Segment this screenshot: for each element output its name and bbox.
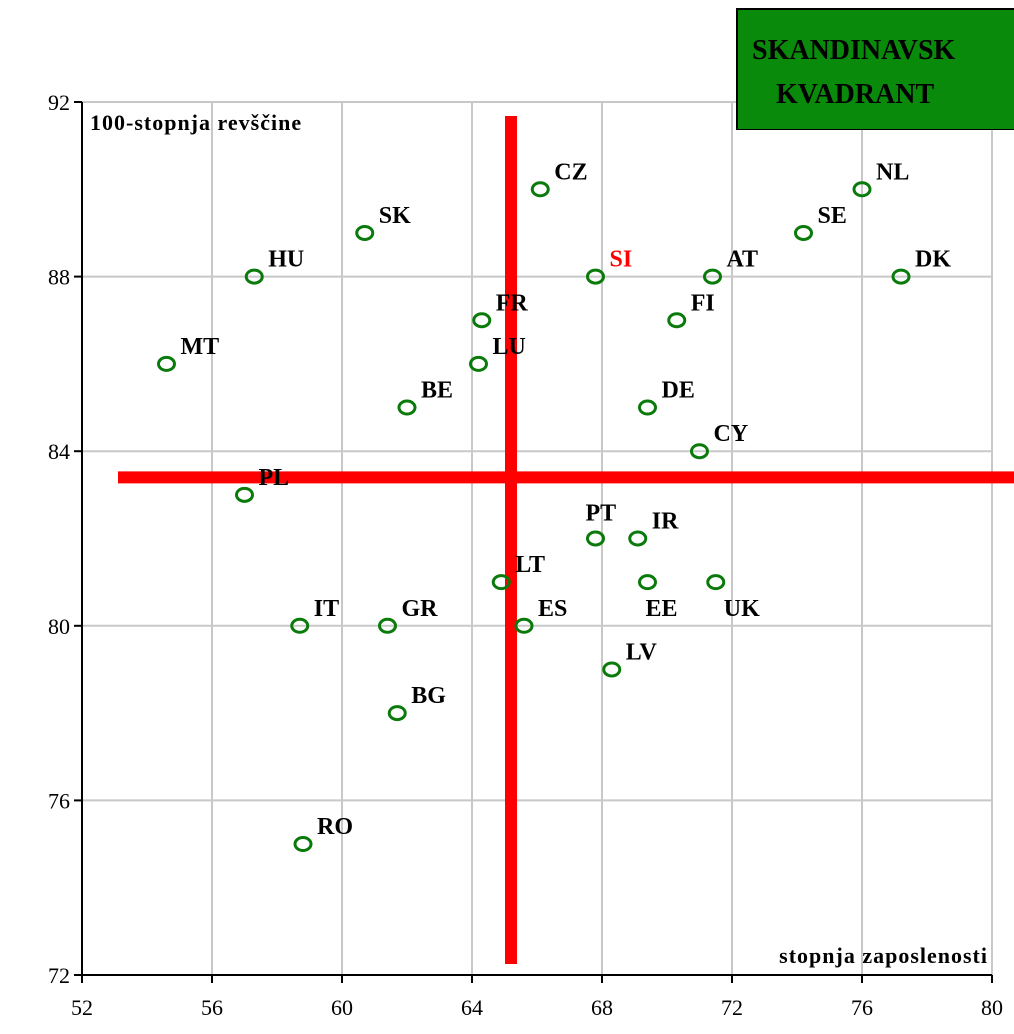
point-it bbox=[290, 617, 310, 634]
y-axis-title: 100-stopnja revščine bbox=[90, 110, 302, 135]
point-uk bbox=[706, 574, 726, 591]
point-lv bbox=[602, 661, 622, 678]
point-pl bbox=[235, 486, 254, 503]
x-tick-label: 80 bbox=[981, 995, 1003, 1020]
point-pt bbox=[586, 530, 605, 547]
point-cz bbox=[530, 181, 550, 198]
x-axis-title: stopnja zaposlenosti bbox=[779, 943, 988, 968]
x-tick-label: 60 bbox=[331, 995, 353, 1020]
point-lt bbox=[491, 574, 511, 591]
label-pt: PT bbox=[586, 501, 617, 527]
label-uk: UK bbox=[724, 596, 760, 622]
y-tick-label: 72 bbox=[48, 963, 70, 988]
label-es: ES bbox=[538, 596, 567, 622]
point-gr bbox=[378, 617, 397, 634]
label-ir: IR bbox=[652, 509, 679, 535]
label-lu: LU bbox=[493, 334, 526, 360]
label-sk: SK bbox=[379, 203, 411, 229]
crosshair-vertical bbox=[505, 116, 517, 964]
crosshair bbox=[118, 116, 1014, 964]
label-nl: NL bbox=[876, 159, 909, 185]
quadrant-label-box: SKANDINAVSK KVADRANT bbox=[736, 8, 1014, 130]
label-ee: EE bbox=[646, 596, 678, 622]
y-tick-label: 76 bbox=[48, 788, 70, 813]
label-be: BE bbox=[421, 378, 453, 404]
label-de: DE bbox=[662, 378, 695, 404]
label-mt: MT bbox=[181, 334, 220, 360]
point-lu bbox=[469, 355, 488, 372]
label-fr: FR bbox=[496, 290, 529, 316]
y-tick-label: 84 bbox=[48, 439, 70, 464]
point-si bbox=[586, 268, 605, 285]
point-dk bbox=[891, 268, 911, 285]
point-at bbox=[703, 268, 722, 285]
x-tick-label: 72 bbox=[721, 995, 743, 1020]
label-se: SE bbox=[818, 203, 847, 229]
data-points bbox=[157, 181, 911, 853]
point-sk bbox=[355, 224, 375, 241]
point-ir bbox=[628, 530, 648, 547]
point-fi bbox=[667, 312, 687, 329]
quadrant-label-line-2: KVADRANT bbox=[776, 79, 934, 110]
crosshair-horizontal bbox=[118, 471, 1014, 484]
x-tick-label: 56 bbox=[201, 995, 223, 1020]
point-be bbox=[397, 399, 417, 416]
label-dk: DK bbox=[915, 247, 951, 273]
label-hu: HU bbox=[268, 247, 304, 273]
label-cy: CY bbox=[714, 421, 749, 447]
axes: 52 56 60 64 68 72 76 80 72 76 80 84 88 92 bbox=[48, 90, 1003, 1020]
x-tick-label: 64 bbox=[461, 995, 483, 1020]
quadrant-label-line-1: SKANDINAVSK bbox=[752, 35, 956, 66]
grid bbox=[82, 101, 993, 975]
label-lt: LT bbox=[515, 552, 545, 578]
label-fi: FI bbox=[691, 290, 715, 316]
x-tick-label: 76 bbox=[851, 995, 873, 1020]
label-it: IT bbox=[314, 596, 339, 622]
label-bg: BG bbox=[411, 683, 446, 709]
point-fr bbox=[472, 312, 492, 329]
label-lv: LV bbox=[626, 639, 658, 665]
point-ee bbox=[638, 574, 657, 591]
label-si: SI bbox=[610, 247, 633, 273]
data-labels: NL CZ SK SE HU SI AT DK FR FI MT LU BE DE CY PL PT IR LT EE… bbox=[181, 159, 952, 840]
point-de bbox=[638, 399, 657, 416]
point-es bbox=[514, 617, 534, 634]
point-cy bbox=[690, 443, 709, 460]
point-mt bbox=[157, 355, 176, 372]
point-ro bbox=[293, 836, 313, 853]
y-tick-label: 88 bbox=[48, 265, 70, 290]
label-cz: CZ bbox=[554, 159, 587, 185]
point-bg bbox=[387, 705, 407, 722]
y-tick-label: 80 bbox=[48, 614, 70, 639]
label-at: AT bbox=[727, 247, 759, 273]
label-gr: GR bbox=[402, 596, 439, 622]
point-hu bbox=[244, 268, 264, 285]
y-tick-label: 92 bbox=[48, 90, 70, 115]
point-nl bbox=[852, 181, 872, 198]
label-pl: PL bbox=[259, 465, 290, 491]
x-tick-label: 68 bbox=[591, 995, 613, 1020]
point-se bbox=[794, 224, 813, 241]
x-tick-label: 52 bbox=[71, 995, 93, 1020]
label-ro: RO bbox=[317, 814, 353, 840]
